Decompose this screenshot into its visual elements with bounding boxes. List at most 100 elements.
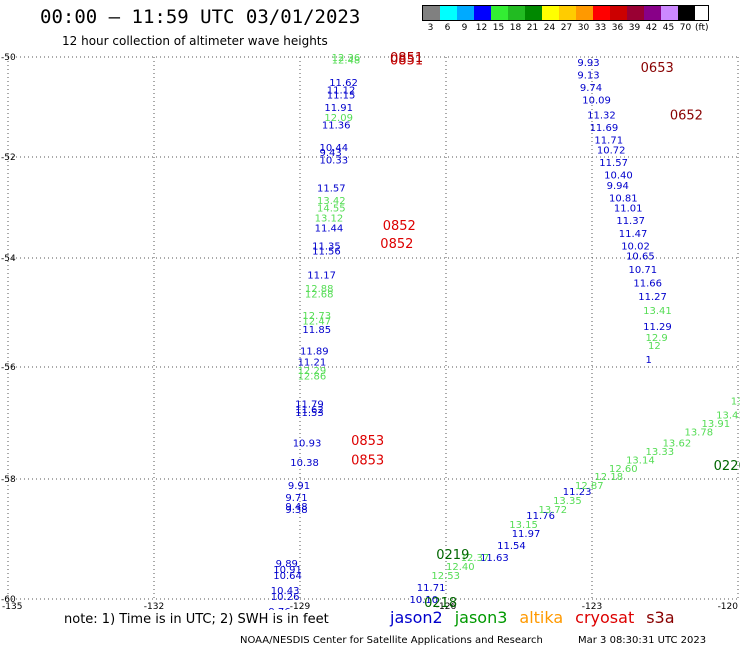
credit-line: NOAA/NESDIS Center for Satellite Applica…	[240, 635, 543, 646]
legend-tick-label: 12	[475, 23, 488, 33]
wave-height-value: 13.43	[716, 411, 740, 422]
wave-height-value: 10.10	[410, 595, 439, 606]
wave-height-value: 11.47	[619, 229, 648, 240]
latitude-label: -58	[1, 475, 16, 485]
legend-swatch	[491, 6, 508, 20]
wave-height-value: 11.12	[327, 86, 356, 97]
wave-height-value: 9.91	[288, 481, 310, 492]
wave-height-value: 11.27	[638, 292, 667, 303]
legend-tick-label: 18	[509, 23, 522, 33]
legend-swatch	[423, 6, 440, 20]
legend-swatch	[440, 6, 457, 20]
wave-height-value: 9.76	[268, 607, 290, 610]
legend-tick-label: 21	[526, 23, 539, 33]
wave-height-value: 13.78	[684, 427, 713, 438]
wave-height-value: 12.87	[575, 481, 604, 492]
legend-tick-label: 9	[461, 23, 468, 33]
legend-tick-label: 70	[679, 23, 692, 33]
wave-height-value: 12.09	[324, 113, 353, 124]
wave-height-value: 11.36	[322, 121, 351, 132]
wave-height-value: 11.89	[300, 347, 329, 358]
wave-height-value: 10.81	[609, 193, 638, 204]
legend-tick-label: 6	[444, 23, 451, 33]
wave-height-value: 10.38	[290, 458, 319, 469]
generation-timestamp: Mar 3 08:30:31 UTC 2023	[578, 635, 707, 646]
pass-time-label: 0652	[670, 109, 703, 124]
legend-swatch	[474, 6, 491, 20]
wave-height-value: 11.54	[497, 541, 526, 552]
footer-note: note: 1) Time is in UTC; 2) SWH is in fe…	[64, 612, 329, 627]
wave-height-value: 11.56	[312, 246, 341, 257]
wave-height-value: 11.79	[295, 399, 324, 410]
map-subtitle: 12 hour collection of altimeter wave hei…	[62, 34, 328, 48]
wave-height-value: 11.53	[295, 408, 324, 419]
satellite-cryosat: cryosat	[575, 608, 635, 627]
wave-height-value: 11.57	[599, 158, 628, 169]
legend-tick-label: 24	[543, 23, 556, 33]
wave-height-value: 11.69	[590, 123, 619, 134]
wave-height-value: 13.42	[317, 196, 346, 207]
pass-time-label: 0852	[383, 219, 416, 234]
wave-height-value: 11.97	[512, 529, 541, 540]
wave-height-value: 12.48	[332, 56, 361, 67]
wave-height-value: 11.35	[312, 241, 341, 252]
wave-height-value: 13.41	[643, 306, 672, 317]
wave-height-value: 14.55	[317, 204, 346, 215]
legend-swatch	[525, 6, 542, 20]
wave-height-value: 1	[646, 355, 652, 366]
wave-height-value: 11.62	[295, 405, 324, 416]
legend-tick-label: 45	[662, 23, 675, 33]
wave-height-value: 11.71	[417, 583, 446, 594]
wave-height-value: 10.72	[597, 146, 626, 157]
legend-tick-label: 30	[577, 23, 590, 33]
wave-height-value: 9.94	[607, 181, 629, 192]
satellite-jason3: jason3	[454, 608, 508, 627]
legend-tick-label: 27	[560, 23, 573, 33]
legend-swatch	[457, 6, 474, 20]
wave-height-value: 11.37	[616, 216, 645, 227]
latitude-label: -60	[1, 595, 16, 605]
longitude-label: -126	[436, 602, 457, 610]
wave-height-value: 11.44	[315, 224, 344, 235]
wave-height-value: 11.01	[614, 204, 643, 215]
wave-height-value: 12.60	[609, 464, 638, 475]
legend-tick-label: 39	[628, 23, 641, 33]
latitude-label: -52	[1, 153, 16, 163]
wave-height-value: 12.47	[302, 317, 331, 328]
wave-height-value: 10.09	[582, 96, 611, 107]
wave-height-value: 13.91	[702, 419, 731, 430]
wave-height-value: 10.91	[273, 565, 302, 576]
wave-height-value: 11.91	[324, 103, 353, 114]
wave-height-value: 12.86	[298, 371, 327, 382]
wave-height-value: 11.57	[317, 183, 346, 194]
wave-height-value: 12.37	[461, 553, 490, 564]
wave-height-value: 13.02	[731, 397, 740, 408]
wave-height-value: 11.76	[526, 511, 555, 522]
wave-height-value: 12.88	[305, 284, 334, 295]
pass-time-label: 0853	[351, 434, 384, 449]
longitude-label: -132	[144, 602, 164, 610]
wave-height-value: 12.40	[446, 562, 475, 573]
wave-height-value: 13.14	[626, 455, 655, 466]
legend-swatch	[559, 6, 576, 20]
wave-height-value: 11.17	[307, 270, 336, 281]
wave-height-value: 12.29	[298, 366, 327, 377]
pass-time-label: 0852	[380, 237, 413, 252]
wave-height-value: 11.23	[563, 487, 592, 498]
pass-time-label: 0219	[436, 548, 469, 563]
wave-height-value: 13.35	[553, 496, 582, 507]
wave-height-value: 10.40	[604, 171, 633, 182]
wave-height-value: 10.64	[273, 571, 302, 582]
map-title: 00:00 — 11:59 UTC 03/01/2023	[40, 6, 361, 28]
legend-swatch	[542, 6, 559, 20]
legend-swatch	[661, 6, 678, 20]
wave-height-value: 13.12	[315, 214, 344, 225]
satellite-jason2: jason2	[390, 608, 443, 627]
wave-height-value: 10.44	[319, 143, 348, 154]
wave-height-value: 11.63	[480, 553, 509, 564]
wave-height-value: 12.18	[594, 472, 623, 483]
pass-time-label: 0220	[714, 459, 740, 474]
satellite-s3a: s3a	[646, 608, 675, 627]
wave-height-value: 10.43	[271, 586, 300, 597]
wave-height-value: 13.62	[663, 439, 692, 450]
